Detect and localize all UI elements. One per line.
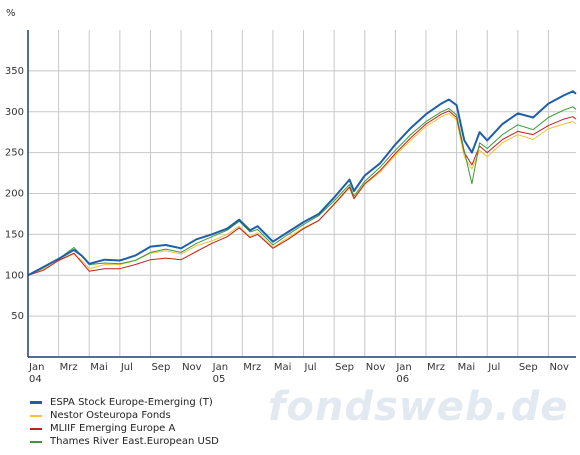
y-tick-label: 300 [5, 107, 24, 118]
x-tick-year: 05 [213, 374, 226, 385]
legend-item: MLIIF Emerging Europe A [30, 422, 219, 435]
x-tick-month: Jan [212, 362, 228, 373]
legend-label: Thames River East.European USD [50, 436, 219, 447]
x-tick-month: Sep [151, 362, 170, 373]
y-tick-labels: 50 100 150 200 250 300 350 [5, 66, 24, 322]
legend-swatch [30, 401, 42, 404]
legend-label: ESPA Stock Europe-Emerging (T) [50, 397, 213, 408]
series-lines [27, 90, 577, 277]
legend-item: Thames River East.European USD [30, 435, 219, 448]
y-tick-label: 350 [5, 66, 24, 77]
x-tick-month: Jul [304, 362, 317, 373]
x-tick-month: Jan [395, 362, 411, 373]
legend-label: MLIIF Emerging Europe A [50, 423, 176, 434]
x-tick-month: Nov [366, 362, 386, 373]
legend-swatch [30, 414, 42, 417]
x-tick-month: Mrz [243, 362, 261, 373]
y-tick-label: 200 [5, 189, 24, 200]
legend-item: ESPA Stock Europe-Emerging (T) [30, 396, 219, 409]
y-axis-label: % [6, 8, 16, 19]
legend-label: Nestor Osteuropa Fonds [50, 410, 171, 421]
x-tick-month: Jan [28, 362, 44, 373]
x-tick-month: Mai [458, 362, 476, 373]
x-tick-year: 04 [29, 374, 42, 385]
x-tick-month: Jul [487, 362, 500, 373]
grid-lines [27, 30, 576, 357]
legend-item: Nestor Osteuropa Fonds [30, 409, 219, 422]
series-line [27, 110, 577, 276]
x-tick-month: Mrz [427, 362, 445, 373]
x-tick-month: Jul [120, 362, 133, 373]
y-tick-label: 100 [5, 270, 24, 281]
watermark: fondsweb.de [268, 384, 569, 430]
x-tick-month: Mai [274, 362, 292, 373]
series-line [27, 106, 577, 276]
x-tick-year: 06 [396, 374, 409, 385]
x-tick-month: Nov [182, 362, 202, 373]
legend: ESPA Stock Europe-Emerging (T) Nestor Os… [30, 396, 219, 448]
x-tick-month: Mai [90, 362, 108, 373]
series-line [27, 112, 577, 276]
x-tick-month: Nov [549, 362, 569, 373]
x-tick-month: Sep [335, 362, 354, 373]
y-tick-label: 150 [5, 229, 24, 240]
legend-swatch [30, 440, 42, 443]
legend-swatch [30, 427, 42, 430]
axes [27, 30, 576, 358]
x-tick-month: Sep [519, 362, 538, 373]
x-tick-month: Mrz [60, 362, 78, 373]
series-line [27, 90, 577, 277]
y-tick-label: 250 [5, 148, 24, 159]
y-tick-label: 50 [11, 311, 24, 322]
